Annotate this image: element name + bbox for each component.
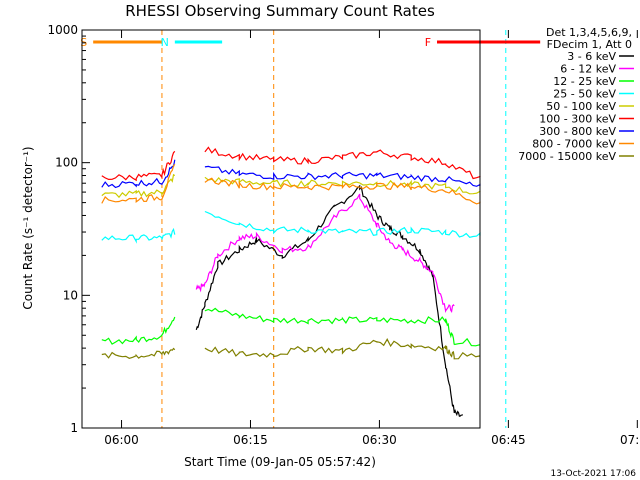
x-tick-label-2: 06:30	[362, 433, 397, 447]
legend-label-2: 12 - 25 keV	[553, 75, 616, 88]
plot-frame	[81, 29, 481, 429]
timestamp: 13-Oct-2021 17:06	[551, 469, 637, 479]
series-line-5-1	[204, 146, 481, 180]
legend: Det 1,3,4,5,6,9,FDecim 1, Att 03 - 6 keV…	[518, 26, 634, 163]
series-line-3-1	[204, 210, 481, 238]
flag-label-F: F	[425, 36, 431, 49]
x-tick-label-0: 06:00	[104, 433, 139, 447]
series-line-0-0	[195, 184, 464, 417]
legend-label-8: 7000 - 15000 keV	[518, 150, 616, 163]
series-line-8-1	[204, 338, 481, 360]
series-line-1-0	[195, 193, 455, 314]
legend-label-0: 3 - 6 keV	[567, 50, 616, 63]
series-line-7-0	[101, 163, 176, 204]
y-tick-label-0: 1	[70, 421, 78, 435]
chart-title: RHESSI Observing Summary Count Rates	[125, 2, 435, 20]
y-axis-label: Count Rate (s⁻¹ detector⁻¹)	[21, 146, 35, 309]
flag-label-N: N	[161, 36, 169, 49]
legend-label-7: 800 - 7000 keV	[532, 138, 616, 151]
legend-header-0: Det 1,3,4,5,6,9,	[546, 26, 632, 39]
series-line-6-1	[204, 165, 481, 187]
legend-label-4: 50 - 100 keV	[546, 100, 616, 113]
legend-label-1: 6 - 12 keV	[560, 63, 616, 76]
series-line-7-1	[204, 177, 481, 205]
series-line-2-1	[204, 307, 481, 347]
legend-label-6: 300 - 800 keV	[539, 125, 616, 138]
series-line-4-1	[204, 176, 481, 195]
series-line-2-0	[101, 316, 176, 345]
legend-header-1: FDecim 1, Att 0	[547, 38, 632, 51]
series-line-6-0	[101, 159, 176, 189]
x-tick-label-3: 06:45	[491, 433, 526, 447]
series-line-8-0	[101, 347, 176, 359]
y-tick-label-2: 100	[55, 156, 78, 170]
series-line-5-0	[101, 150, 176, 182]
series-line-3-0	[101, 227, 176, 244]
x-tick-label-4: 07:00	[620, 433, 640, 447]
y-tick-label-3: 1000	[47, 23, 78, 37]
x-tick-label-1: 06:15	[233, 433, 268, 447]
x-axis-label: Start Time (09-Jan-05 05:57:42)	[184, 455, 376, 469]
legend-label-3: 25 - 50 keV	[553, 88, 616, 101]
legend-label-5: 100 - 300 keV	[539, 113, 616, 126]
y-tick-label-1: 10	[63, 288, 78, 302]
